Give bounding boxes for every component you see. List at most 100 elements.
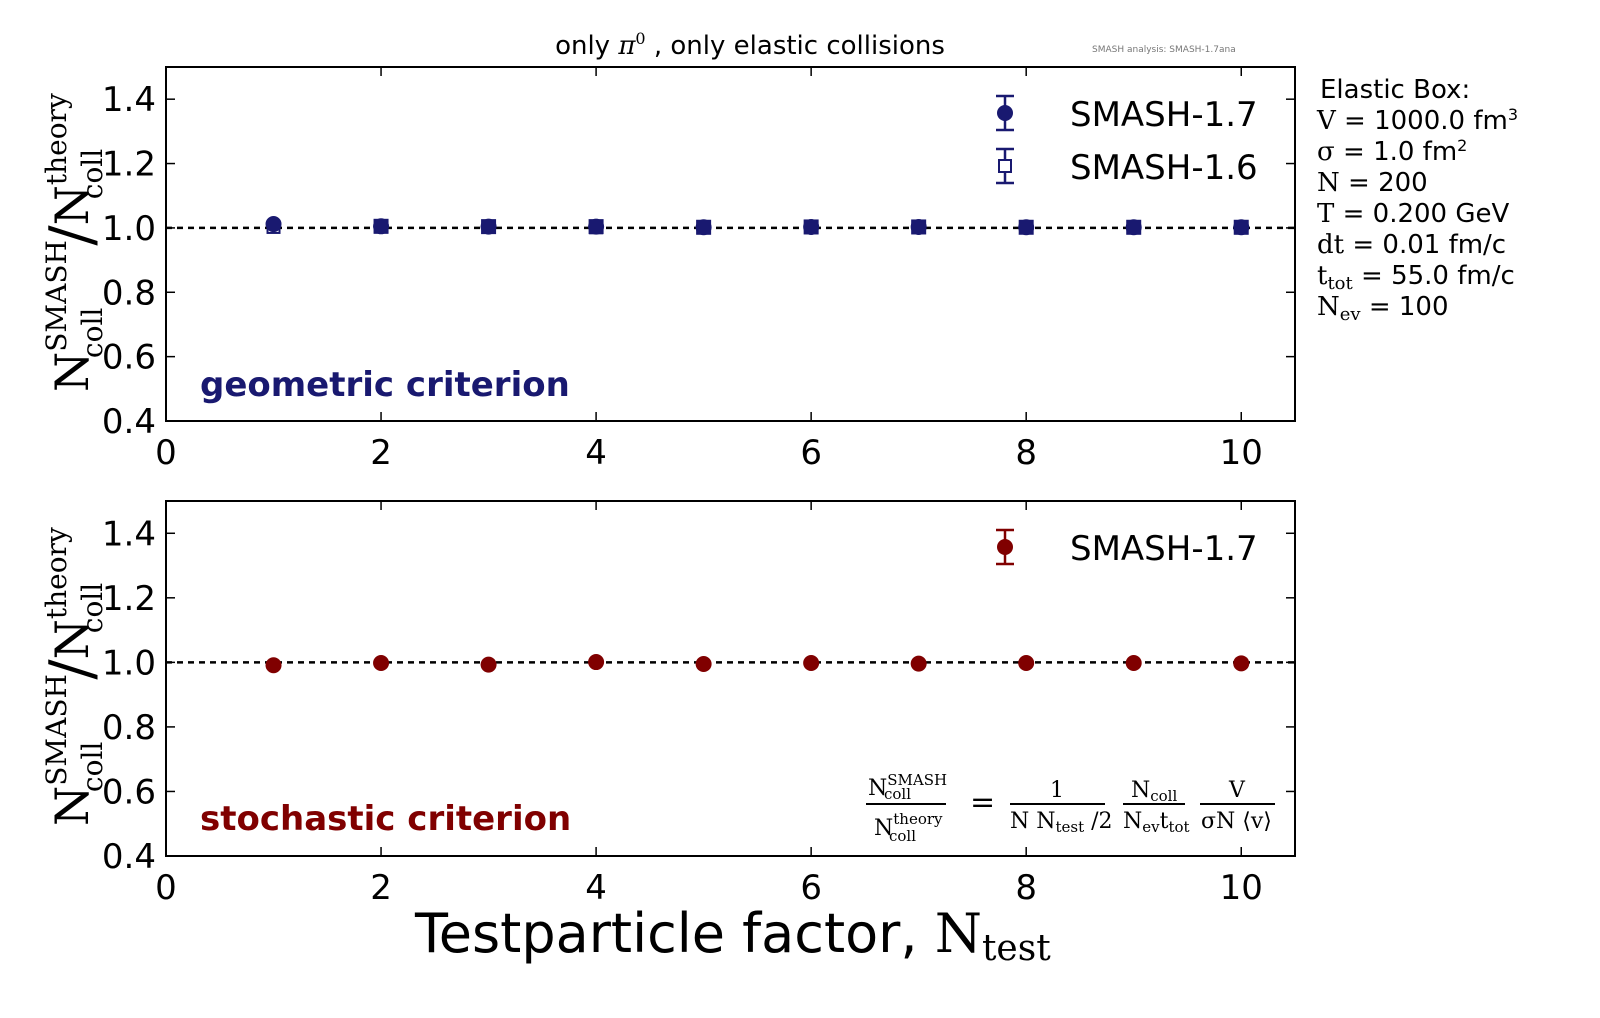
formula-f1-den: N Ntest /2 xyxy=(1010,809,1113,836)
y-axis-label-text: NSMASH coll/Ntheory coll xyxy=(37,93,109,392)
info-superscript: 2 xyxy=(1457,136,1467,155)
x-axis-label: Testparticle factor, Ntest xyxy=(414,902,1051,969)
watermark: SMASH analysis: SMASH-1.7ana xyxy=(1092,45,1236,55)
info-symbol: N xyxy=(1317,168,1340,198)
info-value: = 0.200 GeV xyxy=(1334,199,1509,229)
data-point xyxy=(480,656,497,673)
info-subscript: tot xyxy=(1327,273,1353,294)
info-line: ttot = 55.0 fm/c xyxy=(1317,261,1515,294)
info-value: = 1000.0 fm xyxy=(1336,106,1508,136)
plot-frame xyxy=(165,66,1296,422)
x-tick-label: 4 xyxy=(585,433,607,473)
formula-equals: = xyxy=(970,785,995,820)
x-tick-label: 6 xyxy=(800,433,822,473)
y-tick-label: 1.0 xyxy=(102,209,156,249)
y-axis-label-part: SMASH xyxy=(40,240,73,352)
y-tick-label: 0.8 xyxy=(102,273,156,313)
info-value: = 1.0 fm xyxy=(1335,137,1457,167)
data-point xyxy=(373,218,390,235)
x-tick-label: 2 xyxy=(370,868,392,908)
info-line: T = 0.200 GeV xyxy=(1317,199,1509,229)
data-point xyxy=(1233,219,1250,236)
legend-label: SMASH-1.7 xyxy=(1070,95,1258,135)
y-axis-label-part: theory xyxy=(40,527,73,619)
formula-f1-num: 1 xyxy=(1050,778,1064,803)
panel-top: 0 2 4 6 8 10 0.4 0.6 0.8 1.0 1.2 1.4 SMASH-1.7 SMASH-… xyxy=(37,66,1296,473)
data-point xyxy=(803,218,820,235)
formula-lhs-den: Ntheory xyxy=(874,810,943,841)
y-tick-label: 1.4 xyxy=(102,80,156,120)
formula-lhs-num: NSMASH xyxy=(868,771,947,801)
info-line: V = 1000.0 fm3 xyxy=(1316,105,1518,136)
y-tick-label: 0.4 xyxy=(102,402,156,442)
y-axis-label-part: N xyxy=(45,352,99,392)
x-tick-label: 2 xyxy=(370,433,392,473)
data-point xyxy=(1125,219,1142,236)
info-superscript: 3 xyxy=(1508,105,1518,124)
info-value: = 100 xyxy=(1361,292,1449,322)
y-axis-label-part: coll xyxy=(76,583,109,633)
data-point xyxy=(588,218,605,235)
formula-lhs-num-sub: coll xyxy=(884,785,911,803)
info-line: N = 200 xyxy=(1317,168,1428,198)
y-axis-label-part: / xyxy=(37,225,107,246)
data-point xyxy=(910,218,927,235)
y-axis-label-part: SMASH xyxy=(40,674,73,786)
data-point xyxy=(1125,655,1142,672)
y-tick-label: 0.6 xyxy=(102,772,156,812)
y-tick-label: 1.2 xyxy=(102,145,156,185)
y-tick-label: 1.2 xyxy=(102,579,156,619)
info-line: Nev = 100 xyxy=(1317,292,1449,325)
y-axis-label: NSMASH coll/Ntheory coll xyxy=(37,527,109,826)
y-axis-label-part: N xyxy=(45,185,99,225)
formula-f3-num: V xyxy=(1228,778,1246,803)
y-axis-label-part: theory xyxy=(40,93,73,185)
y-axis-label-part: coll xyxy=(76,742,109,792)
panel-annotation: geometric criterion xyxy=(200,365,570,405)
info-symbol: V xyxy=(1316,106,1337,136)
y-tick-label: 0.6 xyxy=(102,338,156,378)
info-subscript: ev xyxy=(1340,304,1362,325)
info-value: = 55.0 fm/c xyxy=(1353,261,1515,291)
data-point xyxy=(1233,655,1250,672)
x-tick-label: 10 xyxy=(1220,868,1263,908)
formula: NSMASH coll Ntheory coll = 1 N Ntest /2 … xyxy=(866,771,1275,845)
info-heading: Elastic Box: xyxy=(1320,75,1470,105)
info-value: = 0.01 fm/c xyxy=(1344,230,1506,260)
info-symbol: σ xyxy=(1317,137,1335,167)
data-point xyxy=(695,219,712,236)
plot-frame xyxy=(165,500,1296,857)
info-line: dt = 0.01 fm/c xyxy=(1317,230,1506,260)
legend-label: SMASH-1.7 xyxy=(1070,529,1258,569)
formula-f2-den: Nevttot xyxy=(1123,809,1190,836)
y-tick-label: 0.4 xyxy=(102,837,156,877)
y-tick-label: 0.8 xyxy=(102,708,156,748)
data-point xyxy=(1018,655,1035,672)
y-axis-label-part: N xyxy=(45,619,99,659)
info-symbol: dt xyxy=(1317,230,1345,260)
formula-f3-den: σN ⟨v⟩ xyxy=(1201,809,1272,834)
data-point xyxy=(588,654,605,671)
data-point xyxy=(373,655,390,672)
info-symbol: t xyxy=(1317,261,1328,291)
data-point xyxy=(695,655,712,672)
x-tick-label: 10 xyxy=(1220,433,1263,473)
x-tick-label: 8 xyxy=(1015,868,1037,908)
data-point xyxy=(480,218,497,235)
x-tick-label: 0 xyxy=(155,433,177,473)
x-tick-label: 0 xyxy=(155,868,177,908)
y-axis-label-part: / xyxy=(37,659,107,680)
chart-title: only π0 , only elastic collisions xyxy=(555,29,945,61)
info-symbol: N xyxy=(1317,292,1340,322)
panel-bottom: 0 2 4 6 8 10 0.4 0.6 0.8 1.0 1.2 1.4 SMASH-1.7 stocha… xyxy=(37,500,1296,908)
x-tick-label: 8 xyxy=(1015,433,1037,473)
y-axis-label-part: coll xyxy=(76,308,109,358)
y-axis-label-part: coll xyxy=(76,149,109,199)
data-point xyxy=(910,655,927,672)
info-line: σ = 1.0 fm2 xyxy=(1317,136,1467,167)
x-tick-label: 4 xyxy=(585,868,607,908)
data-point xyxy=(265,657,282,674)
y-axis-label-text: NSMASH coll/Ntheory coll xyxy=(37,527,109,826)
